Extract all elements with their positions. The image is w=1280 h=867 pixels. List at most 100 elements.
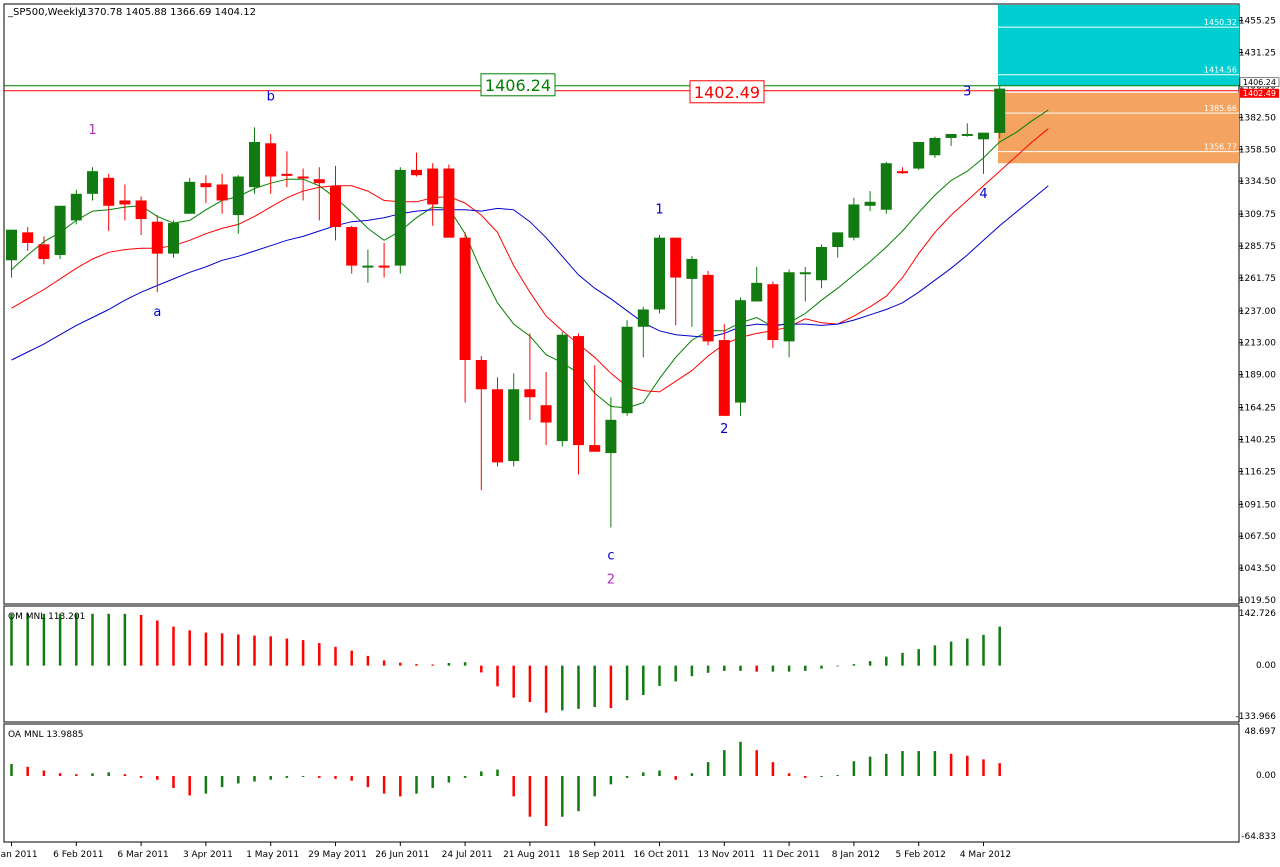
candle-body	[70, 193, 82, 221]
header-ohlc: 1370.78 1405.88 1366.69 1404.12	[81, 7, 256, 18]
wave-label: a	[153, 305, 161, 320]
time-tick-label: 6 Feb 2011	[53, 850, 103, 860]
candles	[6, 86, 1006, 528]
candle-body	[816, 246, 827, 281]
indicator-axis-label: 142.726	[1239, 609, 1276, 619]
candle-body	[411, 169, 422, 176]
price-tick-label: 1358.50	[1239, 145, 1276, 155]
time-tick-label: 6 Mar 2011	[117, 850, 168, 860]
time-tick-label: 5 Feb 2012	[896, 850, 946, 860]
indicator-axis-label: 48.697	[1245, 727, 1277, 737]
time-tick-label: 9 Jan 2011	[0, 850, 38, 860]
indicator-axis-label: -64.833	[1241, 832, 1276, 842]
time-tick-label: 3 Apr 2011	[183, 850, 233, 860]
candle-body	[767, 284, 779, 341]
candle-body	[913, 141, 925, 169]
wave-label: 3	[963, 84, 971, 99]
candle-body	[945, 133, 957, 138]
candle-body	[686, 258, 698, 279]
candle-body	[751, 282, 763, 302]
candle-body	[362, 265, 374, 268]
candle-body	[168, 223, 179, 254]
candle-body	[459, 237, 471, 361]
candle-body	[735, 300, 746, 403]
candle-body	[394, 169, 406, 266]
candle-body	[864, 201, 876, 206]
candle-body	[265, 143, 277, 177]
candle-body	[232, 176, 244, 216]
red-level-label: 1402.49	[694, 83, 760, 102]
candle-body	[718, 340, 730, 416]
price-tick-label: 1019.50	[1239, 596, 1276, 606]
price-tick-label: 1455.25	[1239, 17, 1276, 27]
candle-body	[119, 200, 131, 205]
time-tick-label: 29 May 2011	[308, 850, 367, 860]
price-tick-label: 1091.50	[1239, 500, 1276, 510]
candle-body	[216, 184, 228, 201]
price-tick-label: 1140.25	[1239, 435, 1276, 445]
price-tick-label: 1334.50	[1239, 177, 1276, 187]
green-level-box	[480, 73, 556, 97]
price-tag-red-label: 1402.49	[1243, 89, 1276, 98]
candle-body	[621, 326, 633, 414]
candle-body	[313, 179, 325, 184]
candle-body	[783, 272, 795, 342]
price-tick-label: 1261.75	[1239, 274, 1276, 284]
indicator-axis-label: 0.00	[1256, 771, 1276, 781]
price-tick-label: 1382.50	[1239, 113, 1276, 123]
time-tick-label: 26 Jun 2011	[375, 850, 429, 860]
horizontal-lines: 1406.24 1402.49	[4, 73, 1239, 104]
target-zone	[998, 5, 1239, 86]
candle-body	[702, 274, 714, 342]
candle-body	[670, 237, 682, 278]
candle-body	[281, 173, 293, 176]
wave-label: 2	[720, 422, 728, 437]
zone-level-label: 1356.77	[1204, 143, 1237, 152]
candle-body	[637, 309, 649, 327]
oa-indicator-title: OA MNL 13.9885	[8, 730, 84, 740]
candle-body	[961, 133, 973, 136]
zone-level-label: 1414.56	[1204, 66, 1237, 75]
candle-body	[897, 171, 908, 174]
om-histogram: 142.726 0.00 -133.966	[10, 609, 1276, 722]
zone-level-label: 1385.66	[1204, 104, 1237, 113]
candle-body	[799, 272, 811, 275]
wave-label: 4	[979, 187, 987, 202]
candle-body	[87, 171, 98, 194]
price-tick-label: 1164.25	[1239, 404, 1276, 414]
time-tick-label: 11 Dec 2011	[762, 850, 820, 860]
price-tick-label: 1043.50	[1239, 564, 1276, 574]
price-tag-current	[1239, 77, 1280, 88]
price-axis: 1455.251431.251406.501382.501358.501334.…	[1239, 17, 1280, 606]
time-tick-label: 21 Aug 2011	[503, 850, 561, 860]
price-tick-label: 1067.50	[1239, 532, 1276, 542]
wave-label: c	[607, 548, 614, 563]
time-tick-label: 13 Nov 2011	[697, 850, 755, 860]
candle-body	[249, 141, 260, 188]
candle-body	[427, 168, 439, 205]
om-pane	[3, 605, 1240, 723]
candle-body	[929, 137, 941, 156]
wave-label: b	[267, 90, 275, 105]
candle-body	[297, 176, 309, 179]
time-tick-label: 8 Jan 2012	[832, 850, 880, 860]
candle-body	[605, 419, 617, 454]
price-tick-label: 1213.00	[1239, 339, 1276, 349]
candle-body	[184, 181, 196, 214]
price-tick-label: 1285.75	[1239, 242, 1276, 252]
candle-body	[103, 177, 115, 206]
candle-body	[880, 163, 892, 210]
candle-body	[346, 227, 358, 266]
candle-body	[54, 205, 66, 255]
candle-body	[832, 232, 844, 247]
candle-body	[848, 204, 860, 238]
candle-body	[492, 389, 503, 463]
candle-body	[6, 229, 17, 261]
oa-histogram: 48.697 0.00 -64.833	[10, 727, 1277, 842]
candle-body	[475, 360, 487, 390]
green-level-label: 1406.24	[485, 76, 551, 95]
red-level-box	[689, 80, 765, 104]
moving-average-line	[11, 128, 1049, 393]
